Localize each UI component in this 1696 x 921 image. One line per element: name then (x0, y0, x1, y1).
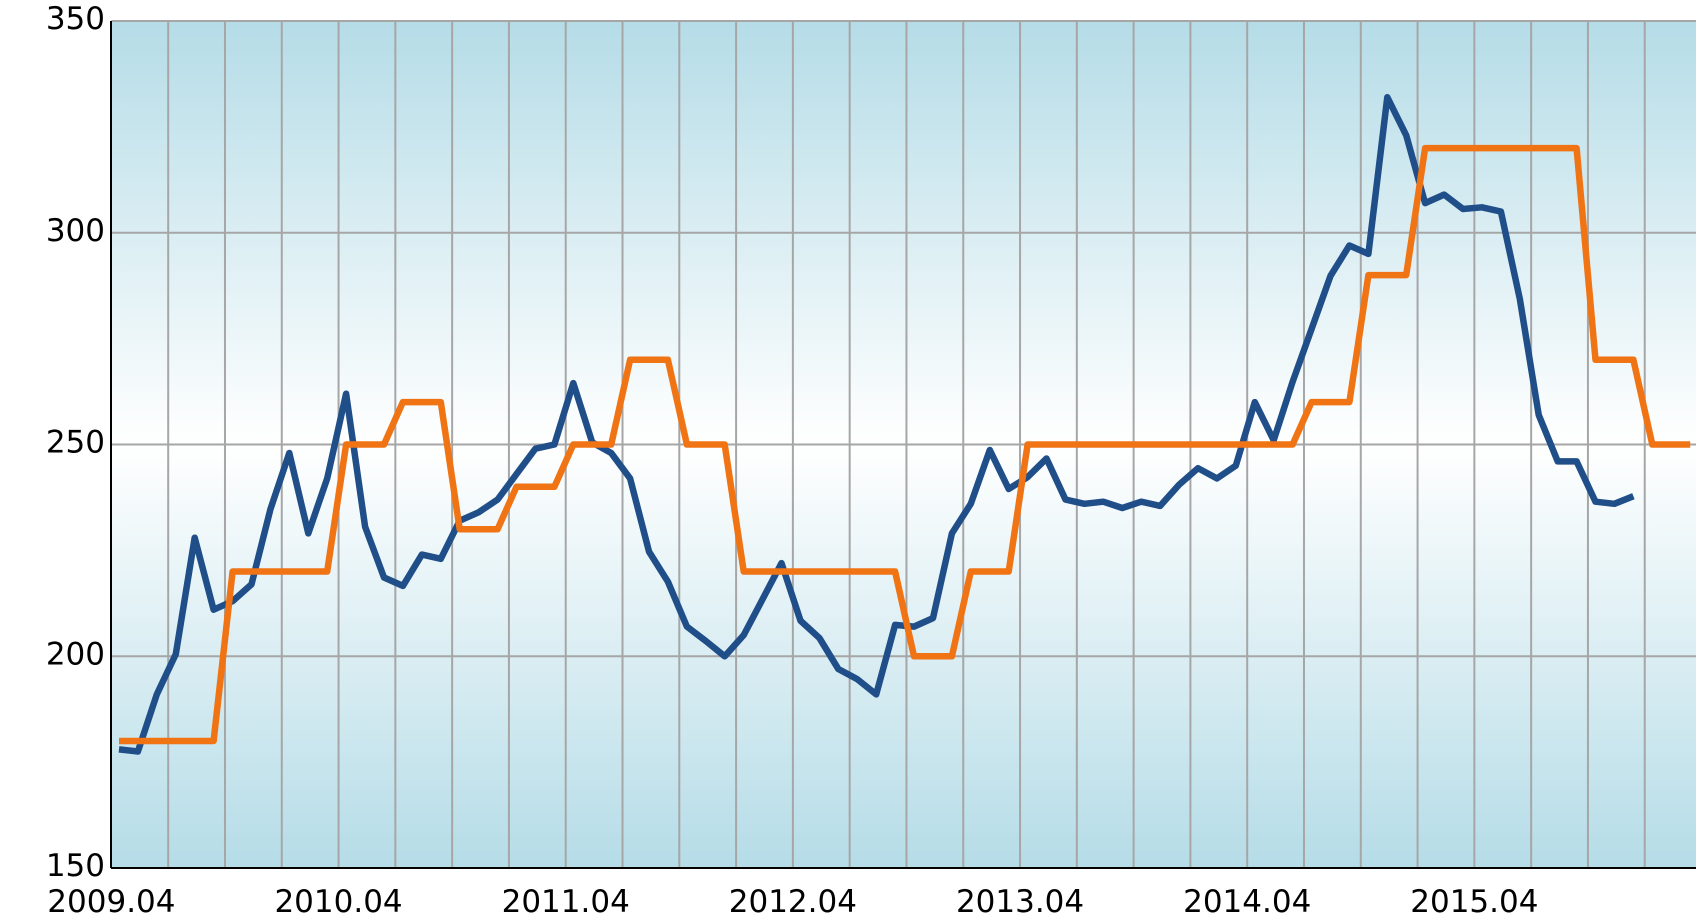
y-tick-label: 300 (46, 213, 105, 249)
x-tick-label: 2012.04 (729, 884, 857, 920)
x-tick-label: 2010.04 (274, 884, 402, 920)
y-tick-label: 150 (46, 848, 105, 884)
x-tick-label: 2014.04 (1183, 884, 1311, 920)
x-tick-label: 2015.04 (1410, 884, 1538, 920)
line-series (118, 93, 1635, 755)
x-tick-label: 2011.04 (502, 884, 630, 920)
y-tick-label: 200 (46, 636, 105, 672)
y-tick-label: 250 (46, 425, 105, 461)
x-tick-label: 2009.04 (47, 884, 175, 920)
line-series (119, 144, 1691, 745)
x-tick-label: 2013.04 (956, 884, 1084, 920)
y-tick-label: 350 (46, 1, 105, 37)
